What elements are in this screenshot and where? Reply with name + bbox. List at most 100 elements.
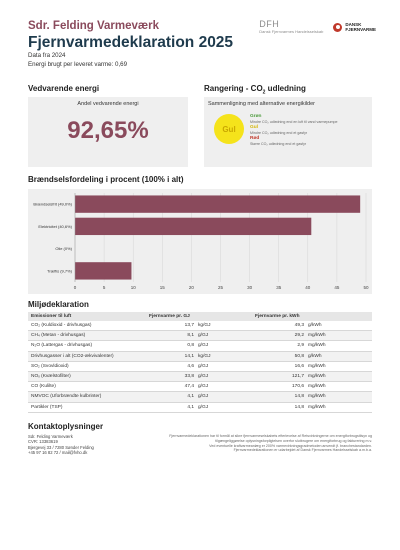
value-per-kwh: 2,9	[252, 340, 304, 352]
column-header: Emissioner til luft	[28, 312, 146, 321]
legend-yellow-name: Gul	[250, 125, 258, 131]
contact-line: Bjergevej 33 / 7280 Sønder Felding	[28, 444, 94, 450]
dansk-fjernvarme-logo: DANSK FJERNVARME	[333, 22, 376, 32]
value-per-kwh: 16,6	[252, 361, 304, 372]
unit-per-kwh: mg/kWh	[304, 361, 372, 372]
category-label: Elektricitet (40,6%)	[38, 224, 72, 229]
unit-per-kwh: g/kWh	[304, 320, 372, 332]
value-per-gj: 14,1	[146, 351, 194, 362]
emission-name: Partikler (TSP)	[28, 402, 146, 413]
contact-line: Sdr. Felding Varmeværk	[28, 434, 73, 439]
emission-name: CH₄ (Metan - drivhusgas)	[28, 330, 146, 342]
data-year: Data fra 2024	[28, 52, 66, 59]
legend-red-desc: Større CO₂ udledning end et gasfyr	[250, 141, 307, 146]
ranking-heading-sub: 2	[262, 89, 266, 96]
fuel-heading: Brændselsfordeling i procent (100% i alt…	[28, 175, 184, 184]
dansk-fjernvarme-logo-text: DANSK FJERNVARME	[345, 22, 376, 32]
unit-per-kwh: mg/kWh	[304, 391, 372, 403]
category-label: Olie (0%)	[55, 246, 72, 251]
legend-green-name: Grøn	[250, 114, 262, 119]
document-title: Fjernvarmedeklaration 2025	[28, 34, 234, 51]
ranking-legend: Grøn Mindre CO₂ udledning end en luft ti…	[250, 114, 370, 147]
unit-per-gj: g/GJ	[194, 381, 252, 393]
value-per-gj: 4,6	[146, 361, 194, 372]
unit-per-gj: g/GJ	[194, 391, 252, 403]
x-tick-label: 0	[74, 285, 77, 290]
unit-per-kwh: mg/kWh	[304, 330, 372, 342]
table-row: SO₂ (Svovldioxid) 4,6 g/GJ 16,6 mg/kWh	[28, 361, 372, 372]
footer-disclaimer: Fjernvarmedeklarationen har til formål a…	[140, 434, 372, 453]
unit-per-gj: g/GJ	[194, 340, 252, 352]
unit-per-gj: g/GJ	[194, 330, 252, 342]
value-per-kwh: 50,8	[252, 351, 304, 362]
emissions-heading: Miljødeklaration	[28, 300, 89, 309]
unit-per-gj: g/GJ	[194, 361, 252, 372]
emission-name: SO₂ (Svovldioxid)	[28, 361, 146, 372]
x-tick-label: 10	[131, 285, 137, 290]
footer-line: tilgængeliggørelse oplysningsforpligtels…	[215, 438, 372, 443]
contact-info: Sdr. Felding Varmeværk CVR: 13383619 Bje…	[28, 434, 94, 456]
contact-line: +45 97 16 82 72 / mail@fvho.dk	[28, 450, 88, 456]
column-header: Fjernvarme pr. kWh	[252, 312, 372, 321]
emission-name: N₂O (Lattergas - drivhusgas)	[28, 340, 146, 352]
ranking-heading-post: udledning	[265, 84, 306, 93]
ranking-result-badge: Gul	[214, 114, 244, 144]
x-tick-label: 40	[305, 285, 311, 290]
table-row: N₂O (Lattergas - drivhusgas) 0,8 g/GJ 2,9 mg…	[28, 340, 372, 352]
emission-name: NOₓ (Kvælstofilter)	[28, 371, 146, 383]
ranking-label: Sammenligning med alternative energikild…	[208, 101, 316, 107]
footer-line: Fjernvarmedeklarationen er udarbejdet af…	[233, 448, 372, 453]
unit-per-kwh: mg/kWh	[304, 371, 372, 383]
footer-line: Ved eventuelle kraftvarmeanlæg er 200% v…	[209, 443, 372, 448]
table-row: Drivhusgasser i alt (CO2-ækvivalenter) 14…	[28, 351, 372, 362]
x-tick-label: 30	[247, 285, 253, 290]
fuel-chart-box: 0 5 10 15 20 25 30 35 40 45 50 Brændselsfrit (49,0%…	[28, 189, 372, 294]
value-per-kwh: 14,8	[252, 402, 304, 413]
x-tick-label: 25	[218, 285, 224, 290]
renewable-value: 92,65%	[67, 117, 149, 144]
value-per-kwh: 121,7	[252, 371, 304, 383]
unit-per-kwh: mg/kWh	[304, 402, 372, 413]
value-per-gj: 4,1	[146, 391, 194, 403]
renewable-label: Andel vedvarende energi	[77, 101, 139, 107]
renewable-heading: Vedvarende energi	[28, 84, 100, 93]
emissions-table-body: CO₂ (Kuldioxid - drivhusgas) 13,7 kg/GJ 49,…	[28, 320, 372, 413]
emission-name: CO₂ (Kuldioxid - drivhusgas)	[28, 320, 146, 332]
header: Sdr. Felding Varmeværk Fjernvarmedeklara…	[28, 20, 378, 69]
bar	[75, 217, 312, 236]
category-label: Træflis (9,7%)	[47, 268, 73, 273]
unit-per-kwh: mg/kWh	[304, 340, 372, 352]
unit-per-gj: kg/GJ	[194, 320, 252, 332]
value-per-kwh: 29,2	[252, 330, 304, 342]
value-per-gj: 0,8	[146, 340, 194, 352]
bar	[75, 262, 132, 280]
renewable-box: Andel vedvarende energi 92,65%	[28, 97, 188, 167]
value-per-gj: 4,1	[146, 402, 194, 413]
value-per-kwh: 170,6	[252, 381, 304, 393]
value-per-kwh: 49,3	[252, 320, 304, 332]
table-row: NOₓ (Kvælstofilter) 33,8 g/GJ 121,7 mg/kWh	[28, 371, 372, 383]
footer-line: Fjernvarmedeklarationen har til formål a…	[169, 434, 372, 438]
emission-name: CO (Kulilte)	[28, 381, 146, 393]
unit-per-kwh: g/kWh	[304, 351, 372, 362]
unit-per-gj: g/GJ	[194, 371, 252, 383]
table-header-row: Emissioner til luft Fjernvarme pr. GJ Fj…	[28, 312, 372, 321]
contact-heading: Kontaktoplysninger	[28, 422, 104, 431]
fuel-bar-chart: 0 5 10 15 20 25 30 35 40 45 50 Brændselsfrit (49,0%…	[33, 193, 369, 290]
unit-per-gj: g/GJ	[194, 402, 252, 413]
table-row: CO (Kulilte) 47,4 g/GJ 170,6 mg/kWh	[28, 381, 372, 393]
x-tick-label: 50	[363, 285, 369, 290]
x-tick-label: 35	[276, 285, 282, 290]
value-per-gj: 47,4	[146, 381, 194, 393]
unit-per-kwh: mg/kWh	[304, 381, 372, 393]
column-header: Fjernvarme pr. GJ	[146, 312, 252, 321]
ranking-heading-pre: Rangering - CO	[204, 84, 263, 93]
ranking-heading: Rangering - CO2 udledning	[204, 84, 306, 96]
category-label: Brændselsfrit (49,0%)	[33, 202, 72, 207]
value-per-gj: 33,8	[146, 371, 194, 383]
dfh-logo-subtext: Dansk Fjernvarmes Handelsselskab	[259, 29, 324, 34]
legend-green-desc: Mindre CO₂ udledning end en luft til van…	[250, 119, 338, 124]
value-per-kwh: 14,8	[252, 391, 304, 403]
dansk-fjernvarme-logo-icon	[333, 22, 343, 32]
x-tick-label: 20	[189, 285, 195, 290]
